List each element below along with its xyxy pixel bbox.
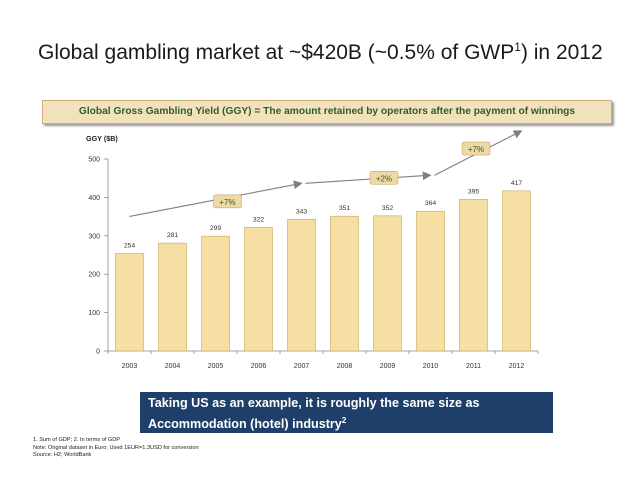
y-tick-label: 500 bbox=[88, 157, 100, 164]
x-tick-label: 2008 bbox=[337, 363, 353, 370]
cagr-badge bbox=[213, 194, 242, 209]
y-tick-label: 300 bbox=[88, 233, 100, 240]
cagr-badge-label: +7% bbox=[468, 145, 484, 154]
x-tick-label: 2007 bbox=[294, 363, 310, 370]
title-text-end: ) in 2012 bbox=[520, 41, 603, 64]
x-tick-label: 2006 bbox=[251, 363, 267, 370]
callout-line1: Taking US as an example, it is roughly t… bbox=[148, 396, 480, 410]
callout-line2-wrap: Accommodation (hotel) industry2 bbox=[148, 412, 553, 433]
page-title: Global gambling market at ~$420B (~0.5% … bbox=[38, 40, 618, 65]
callout-superscript: 2 bbox=[341, 416, 347, 425]
footnote-3: Source: H2; WorldBank bbox=[33, 452, 92, 459]
bar bbox=[502, 190, 531, 352]
bar bbox=[330, 215, 359, 352]
bar bbox=[287, 218, 316, 352]
x-tick-label: 2012 bbox=[509, 363, 525, 370]
bar-value-label: 343 bbox=[296, 208, 308, 215]
footnote-1: 1. Sum of GDP; 2. In terms of GDP bbox=[33, 437, 121, 443]
cagr-badge bbox=[461, 141, 491, 156]
bar bbox=[416, 210, 445, 352]
bar-value-label: 254 bbox=[124, 242, 136, 249]
y-tick-label: 100 bbox=[88, 310, 100, 317]
bar-value-label: 352 bbox=[382, 205, 394, 212]
x-tick-label: 2003 bbox=[122, 363, 138, 370]
cagr-badge bbox=[369, 171, 399, 185]
y-tick-label: 200 bbox=[88, 272, 100, 279]
cagr-badge-label: +7% bbox=[219, 198, 235, 207]
footnotes: 1. Sum of GDP; 2. In terms of GDP Note: … bbox=[33, 437, 333, 460]
bar-value-label: 322 bbox=[253, 216, 265, 223]
bar-value-label: 395 bbox=[468, 188, 480, 195]
bar bbox=[158, 242, 187, 352]
x-tick-label: 2009 bbox=[380, 363, 396, 370]
callout-line2: Accommodation (hotel) industry bbox=[148, 417, 342, 432]
bar-value-label: 364 bbox=[425, 200, 437, 207]
bar bbox=[115, 253, 144, 352]
x-tick-label: 2011 bbox=[466, 363, 481, 370]
trend-arrow bbox=[305, 171, 432, 184]
callout-box: Taking US as an example, it is roughly t… bbox=[140, 392, 553, 433]
bar bbox=[244, 227, 273, 352]
bar-value-label: 299 bbox=[210, 225, 222, 232]
cagr-badge-label: +2% bbox=[376, 174, 392, 183]
y-axis-label: GGY ($B) bbox=[86, 134, 118, 143]
bar-value-label: 351 bbox=[339, 205, 351, 212]
bar bbox=[373, 215, 402, 352]
x-tick-label: 2004 bbox=[165, 363, 181, 370]
bar bbox=[459, 199, 488, 352]
footnote-2: Note: Original dataset in Euro; Used 1EU… bbox=[33, 444, 199, 451]
y-tick-label: 400 bbox=[88, 195, 100, 202]
x-tick-label: 2005 bbox=[208, 363, 224, 370]
title-text: Global gambling market at ~$420B (~0.5% … bbox=[38, 41, 515, 64]
definition-banner: Global Gross Gambling Yield (GGY) = The … bbox=[42, 100, 612, 124]
title-superscript: 1 bbox=[514, 40, 521, 54]
y-tick-label: 0 bbox=[96, 349, 100, 356]
bar-value-label: 417 bbox=[511, 180, 523, 187]
bar-value-label: 281 bbox=[167, 232, 179, 239]
x-tick-label: 2010 bbox=[423, 363, 439, 370]
bar bbox=[201, 235, 230, 352]
